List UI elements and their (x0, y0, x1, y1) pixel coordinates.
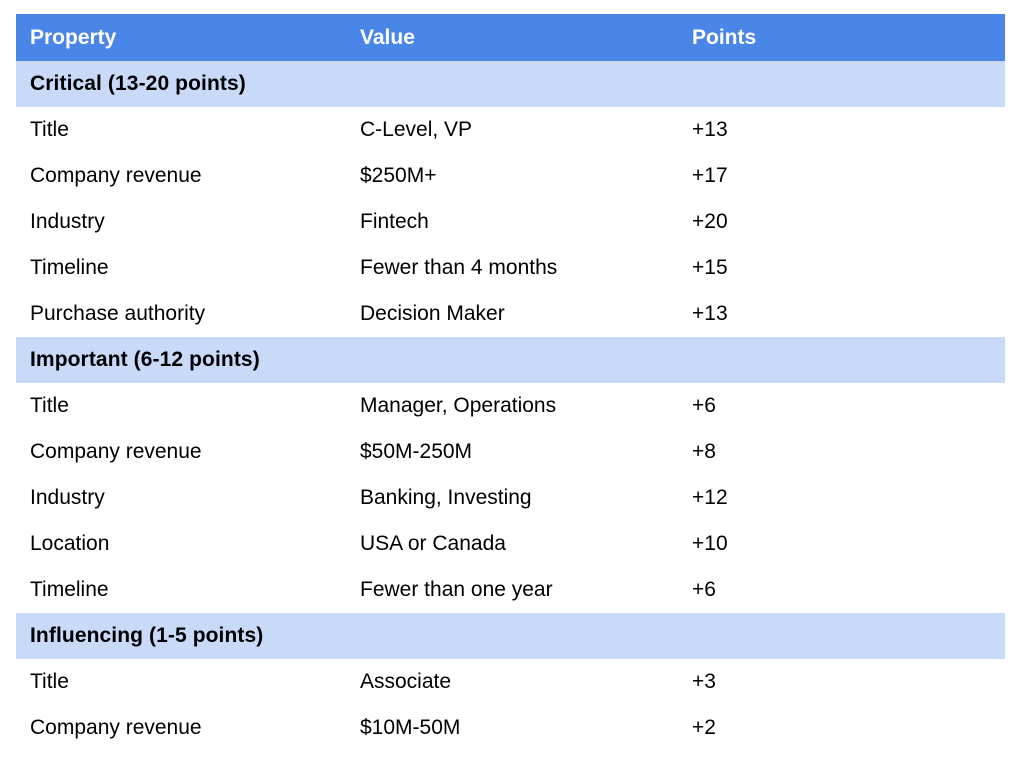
table-row: Purchase authority Decision Maker +13 (16, 291, 1005, 337)
points-cell: +6 (692, 394, 716, 417)
lead-scoring-table: Property Value Points Critical (13-20 po… (16, 14, 1005, 751)
points-cell: +13 (692, 302, 728, 325)
table-row: Title Manager, Operations +6 (16, 383, 1005, 429)
value-cell: $250M+ (360, 164, 437, 187)
property-cell: Timeline (30, 578, 109, 601)
section-header-row: Important (6-12 points) (16, 337, 1005, 383)
points-cell: +15 (692, 256, 728, 279)
value-cell: USA or Canada (360, 532, 506, 555)
section-title: Critical (13-20 points) (30, 72, 246, 95)
table-body: Critical (13-20 points) Title C-Level, VP +… (16, 61, 1005, 751)
points-cell: +2 (692, 716, 716, 739)
value-cell: Manager, Operations (360, 394, 557, 417)
table-row: Timeline Fewer than 4 months +15 (16, 245, 1005, 291)
points-cell: +6 (692, 578, 716, 601)
value-cell: Fintech (360, 210, 429, 233)
table-row: Location USA or Canada +10 (16, 521, 1005, 567)
property-cell: Location (30, 532, 110, 555)
table-row: Industry Fintech +20 (16, 199, 1005, 245)
table-row: Timeline Fewer than one year +6 (16, 567, 1005, 613)
property-cell: Company revenue (30, 440, 202, 463)
property-cell: Title (30, 670, 69, 693)
table-row: Title C-Level, VP +13 (16, 107, 1005, 153)
value-cell: Associate (360, 670, 452, 693)
column-header-property: Property (30, 25, 117, 49)
points-cell: +20 (692, 210, 728, 233)
property-cell: Industry (30, 210, 105, 233)
table-header-row: Property Value Points (16, 14, 1005, 61)
table-row: Title Associate +3 (16, 659, 1005, 705)
value-cell: C-Level, VP (360, 118, 473, 141)
value-cell: $10M-50M (360, 716, 461, 739)
points-cell: +12 (692, 486, 728, 509)
column-header-value: Value (360, 25, 415, 49)
value-cell: Decision Maker (360, 302, 505, 325)
table-row: Company revenue $50M-250M +8 (16, 429, 1005, 475)
property-cell: Purchase authority (30, 302, 206, 325)
value-cell: Banking, Investing (360, 486, 532, 509)
property-cell: Company revenue (30, 164, 202, 187)
column-header-points: Points (692, 25, 757, 49)
points-cell: +8 (692, 440, 716, 463)
table-row: Company revenue $250M+ +17 (16, 153, 1005, 199)
value-cell: Fewer than 4 months (360, 256, 558, 279)
property-cell: Company revenue (30, 716, 202, 739)
points-cell: +3 (692, 670, 716, 693)
points-cell: +10 (692, 532, 728, 555)
table-row: Company revenue $10M-50M +2 (16, 705, 1005, 751)
property-cell: Title (30, 394, 69, 417)
section-header-row: Critical (13-20 points) (16, 61, 1005, 107)
property-cell: Industry (30, 486, 105, 509)
section-header-row: Influencing (1-5 points) (16, 613, 1005, 659)
points-cell: +17 (692, 164, 728, 187)
value-cell: Fewer than one year (360, 578, 553, 601)
points-cell: +13 (692, 118, 728, 141)
table-row: Industry Banking, Investing +12 (16, 475, 1005, 521)
property-cell: Title (30, 118, 69, 141)
section-title: Important (6-12 points) (30, 348, 260, 371)
property-cell: Timeline (30, 256, 109, 279)
value-cell: $50M-250M (360, 440, 473, 463)
section-title: Influencing (1-5 points) (30, 624, 264, 647)
